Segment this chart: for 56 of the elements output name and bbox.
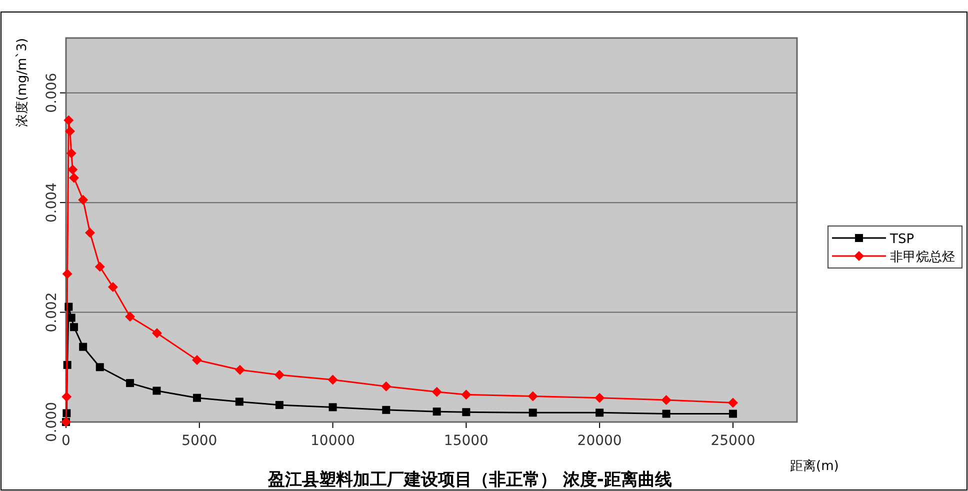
y-axis-title: 浓度(mg/m`3) <box>14 38 30 127</box>
point <box>728 398 738 408</box>
x-tick-label: 5000 <box>182 433 218 449</box>
x-tick-label: 10000 <box>310 433 356 449</box>
x-tick-label: 20000 <box>577 433 622 449</box>
point <box>152 386 161 395</box>
point <box>126 379 134 388</box>
point <box>234 364 245 375</box>
point <box>275 400 284 409</box>
point <box>108 282 118 292</box>
point <box>85 228 96 238</box>
point <box>461 390 472 400</box>
point <box>78 194 88 205</box>
point <box>594 392 605 403</box>
point <box>328 374 338 385</box>
x-tick-label: 15000 <box>444 433 488 449</box>
point <box>68 164 78 175</box>
y-tick-label: 0.002 <box>44 292 60 332</box>
point <box>65 126 75 136</box>
legend-label: 非甲烷总烃 <box>890 250 955 265</box>
point <box>728 410 737 418</box>
point <box>192 355 202 366</box>
point <box>528 391 538 402</box>
point <box>462 408 470 416</box>
point <box>96 363 104 372</box>
x-tick-label: 0 <box>62 433 70 449</box>
y-tick-label: 0.006 <box>44 72 60 113</box>
point <box>528 408 537 417</box>
point <box>67 314 76 322</box>
x-tick-label: 25000 <box>710 433 756 449</box>
point <box>192 394 201 402</box>
point <box>596 408 604 417</box>
x-axis-title: 距离(m) <box>790 458 839 474</box>
y-tick-label: 0.004 <box>44 182 60 223</box>
y-tick-label: 0.000 <box>44 402 60 442</box>
point <box>152 328 162 338</box>
point <box>432 386 442 397</box>
point <box>69 172 80 183</box>
point <box>64 115 74 126</box>
legend-label: TSP <box>889 232 914 247</box>
point <box>662 410 670 418</box>
point <box>66 148 76 158</box>
point <box>382 406 390 414</box>
point <box>328 403 337 412</box>
point <box>62 392 72 402</box>
point <box>94 262 105 272</box>
point <box>274 370 284 380</box>
point <box>70 323 78 332</box>
point <box>235 398 244 406</box>
point <box>432 408 441 416</box>
point <box>79 342 88 351</box>
point <box>381 381 392 392</box>
text: 盈江县塑料加工厂建设项目（非正常） 浓度-距离曲线 <box>267 469 672 490</box>
point <box>661 395 672 406</box>
point <box>62 268 72 279</box>
point <box>125 312 136 322</box>
